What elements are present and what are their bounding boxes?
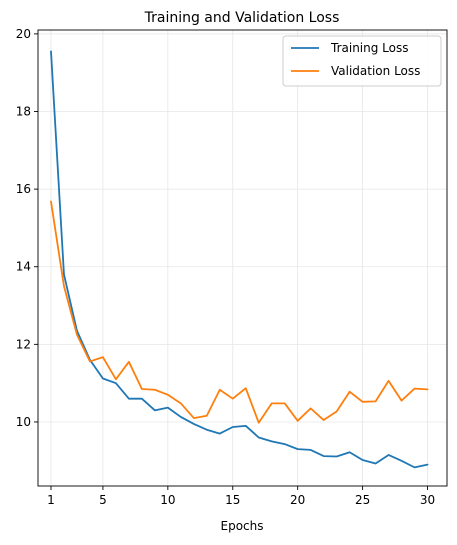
legend-label-validation: Validation Loss [331, 64, 420, 78]
x-tick-label: 1 [47, 493, 55, 507]
validation-loss-line [50, 200, 429, 424]
chart-title: Training and Validation Loss [144, 10, 340, 26]
y-tick-label: 10 [16, 415, 31, 429]
x-axis-label: Epochs [221, 519, 264, 533]
x-tick-label: 30 [420, 493, 435, 507]
plot-frame [37, 29, 448, 487]
x-tick-label: 20 [290, 493, 305, 507]
y-tick-label: 20 [16, 27, 31, 41]
grid [38, 30, 447, 486]
y-tick-label: 18 [16, 104, 31, 118]
y-tick-label: 16 [16, 182, 31, 196]
legend-label-training: Training Loss [330, 41, 408, 55]
x-tick-label: 15 [225, 493, 240, 507]
x-tick-label: 25 [355, 493, 370, 507]
y-tick-label: 12 [16, 337, 31, 351]
y-tick-label: 14 [16, 260, 31, 274]
legend: Training Loss Validation Loss [282, 35, 442, 87]
x-tick-label: 5 [99, 493, 107, 507]
training-loss-line [50, 50, 429, 469]
series-layer [50, 50, 429, 469]
legend-box [282, 35, 442, 87]
x-tick-label: 10 [160, 493, 175, 507]
